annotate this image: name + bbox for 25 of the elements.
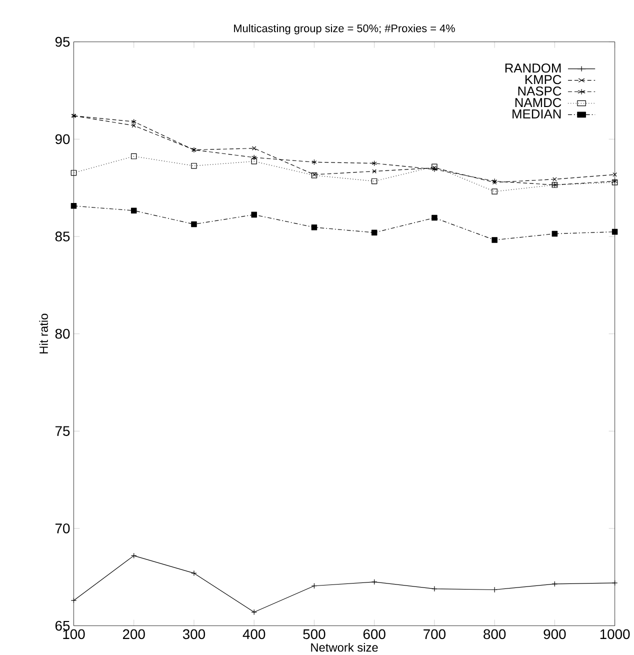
y-tick-label: 85 xyxy=(56,232,70,242)
y-tick-label: 75 xyxy=(56,426,70,436)
y-axis-title: Hit ratio xyxy=(39,314,48,354)
legend-label: RANDOM xyxy=(506,64,561,73)
x-tick-label: 300 xyxy=(183,629,206,640)
y-tick-label: 95 xyxy=(56,36,70,47)
x-tick-label: 900 xyxy=(544,629,566,640)
x-axis-title: Network size xyxy=(311,642,378,652)
x-tick-label: 800 xyxy=(484,629,506,640)
x-tick-label: 200 xyxy=(123,629,146,640)
legend-label: MEDIAN xyxy=(512,110,561,118)
x-tick-label: 700 xyxy=(424,629,446,640)
y-tick-label: 90 xyxy=(56,134,70,144)
legend-label: KMPC xyxy=(526,75,562,84)
y-tick-label: 80 xyxy=(56,328,70,339)
x-tick-label: 400 xyxy=(242,629,266,640)
x-tick-label: 1000 xyxy=(600,629,630,640)
x-tick-label: 100 xyxy=(63,629,85,640)
legend-label: NAMDC xyxy=(516,98,562,108)
y-tick-label: 70 xyxy=(56,524,70,534)
legend-label: NASPC xyxy=(518,86,562,96)
y-tick-label: 65 xyxy=(56,620,70,631)
x-tick-label: 600 xyxy=(364,629,386,640)
x-tick-label: 500 xyxy=(303,629,326,640)
chart-title: Multicasting group size = 50%; #Proxies = 4% xyxy=(234,24,456,34)
